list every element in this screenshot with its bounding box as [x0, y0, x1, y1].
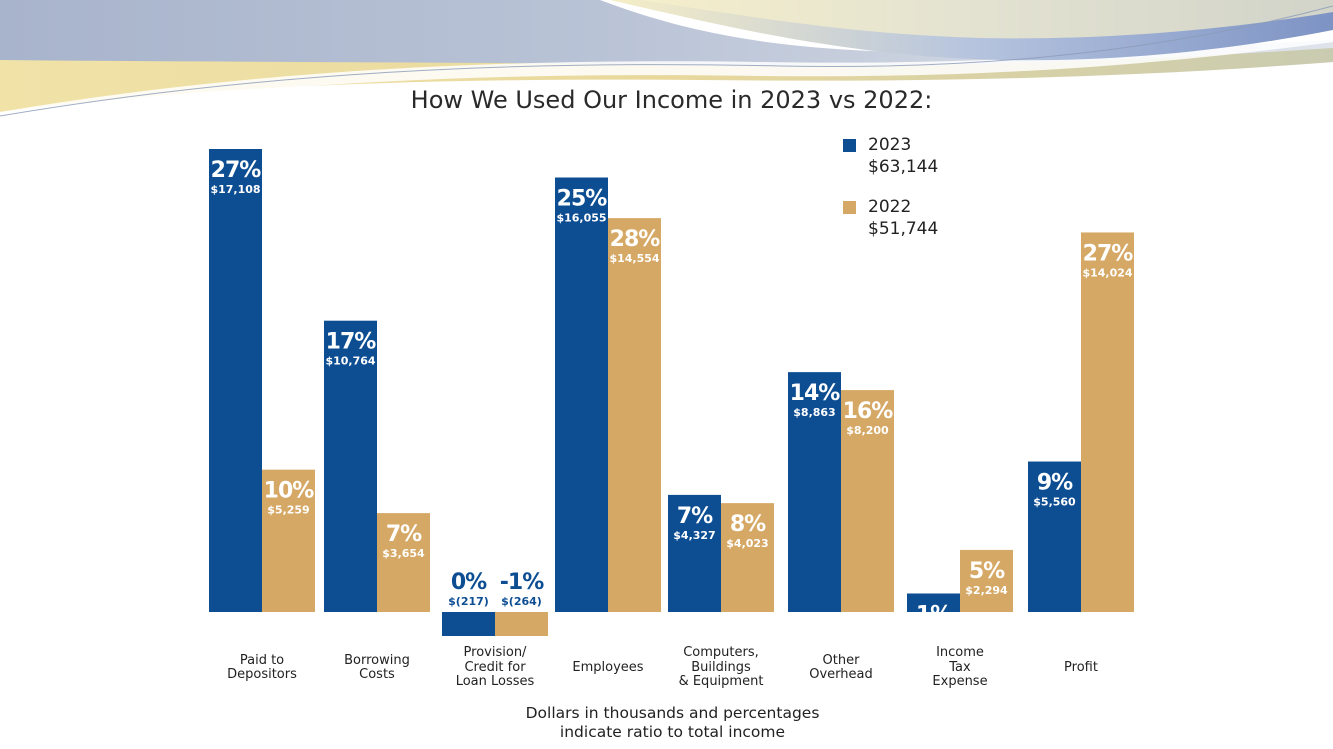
category-label-employees: Employees [572, 659, 644, 675]
dollar-label-income-tax-expense-2022: $2,294 [965, 584, 1008, 597]
bar-other-overhead-2022 [841, 390, 894, 612]
bar-employees-2023 [555, 177, 608, 612]
bar-employees-2022 [608, 218, 661, 613]
percent-label-other-overhead-2023: 14% [790, 381, 841, 406]
legend-amount-2023: $63,144 [868, 157, 939, 177]
category-label-provision-credit-for-loan-losses: Provision/ Credit for Loan Losses [455, 645, 535, 690]
legend-swatch-2023 [843, 139, 856, 152]
percent-label-borrowing-costs-2023: 17% [326, 330, 377, 355]
dollar-label-paid-to-depositors-2022: $5,259 [267, 504, 309, 517]
category-label-income-tax-expense: Income Tax Expense [932, 645, 988, 690]
percent-label-computers-buildings-equipment-2023: 7% [677, 504, 713, 529]
chart-title: How We Used Our Income in 2023 vs 2022: [410, 86, 933, 114]
white-wave-swoosh [0, 30, 1333, 120]
bar-income-tax-expense-2023 [907, 593, 960, 612]
dollar-label-income-tax-expense-2023: $684 [918, 627, 949, 640]
bar-other-overhead-2023 [788, 372, 841, 612]
legend-year-2022: 2022 [868, 197, 912, 217]
percent-label-paid-to-depositors-2023: 27% [211, 158, 262, 183]
bar-borrowing-costs-2022 [377, 513, 430, 612]
blue-wave-band [0, 0, 1333, 108]
legend-swatch-2022 [843, 201, 856, 214]
percent-label-other-overhead-2022: 16% [843, 399, 894, 424]
thin-wave-line [0, 5, 1333, 117]
bar-borrowing-costs-2023 [324, 320, 377, 612]
percent-label-borrowing-costs-2022: 7% [386, 522, 422, 547]
percent-label-paid-to-depositors-2022: 10% [264, 479, 315, 504]
bar-provision-credit-for-loan-losses-2022 [495, 612, 548, 636]
dollar-label-other-overhead-2023: $8,863 [793, 406, 835, 419]
dollar-label-profit-2022: $14,024 [1082, 266, 1132, 279]
percent-label-income-tax-expense-2023: 1% [916, 602, 952, 627]
dollar-label-computers-buildings-equipment-2022: $4,023 [726, 537, 768, 550]
bar-profit-2023 [1028, 461, 1081, 612]
dollar-label-provision-credit-for-loan-losses-2022: $(264) [501, 595, 542, 608]
percent-label-income-tax-expense-2022: 5% [969, 559, 1005, 584]
dollar-label-provision-credit-for-loan-losses-2023: $(217) [448, 595, 489, 608]
dollar-label-employees-2022: $14,554 [609, 252, 659, 265]
dollar-label-computers-buildings-equipment-2023: $4,327 [673, 529, 715, 542]
percent-label-profit-2023: 9% [1037, 471, 1073, 496]
percent-label-employees-2023: 25% [557, 186, 608, 211]
bar-computers-buildings-equipment-2023 [668, 494, 721, 612]
top-right-highlight [640, 0, 1333, 39]
footnote: Dollars in thousands and percentages ind… [525, 704, 820, 741]
percent-label-employees-2022: 28% [610, 227, 661, 252]
category-label-paid-to-depositors: Paid to Depositors [227, 652, 297, 682]
bar-income-tax-expense-2022 [960, 549, 1013, 612]
legend-amount-2022: $51,744 [868, 219, 939, 239]
bar-paid-to-depositors-2022 [262, 469, 315, 612]
dollar-label-borrowing-costs-2023: $10,764 [325, 355, 375, 368]
dollar-label-other-overhead-2022: $8,200 [846, 424, 889, 437]
category-label-computers-buildings-equipment: Computers, Buildings & Equipment [678, 645, 764, 690]
header-wave-decoration [0, 0, 1333, 120]
bar-computers-buildings-equipment-2022 [721, 503, 774, 612]
category-label-borrowing-costs: Borrowing Costs [344, 652, 410, 682]
category-label-profit: Profit [1064, 659, 1098, 675]
percent-label-provision-credit-for-loan-losses-2022: -1% [500, 570, 544, 595]
dollar-label-profit-2023: $5,560 [1033, 496, 1076, 509]
bar-profit-2022 [1081, 232, 1134, 612]
percent-label-profit-2022: 27% [1083, 241, 1134, 266]
dollar-label-employees-2023: $16,055 [556, 211, 606, 224]
bar-provision-credit-for-loan-losses-2023 [442, 612, 495, 636]
percent-label-provision-credit-for-loan-losses-2023: 0% [451, 570, 487, 595]
bar-paid-to-depositors-2023 [209, 149, 262, 612]
category-label-other-overhead: Other Overhead [809, 652, 873, 682]
dollar-label-paid-to-depositors-2023: $17,108 [210, 183, 260, 196]
legend-year-2023: 2023 [868, 135, 912, 155]
dollar-label-borrowing-costs-2022: $3,654 [382, 547, 425, 560]
percent-label-computers-buildings-equipment-2022: 8% [730, 512, 766, 537]
